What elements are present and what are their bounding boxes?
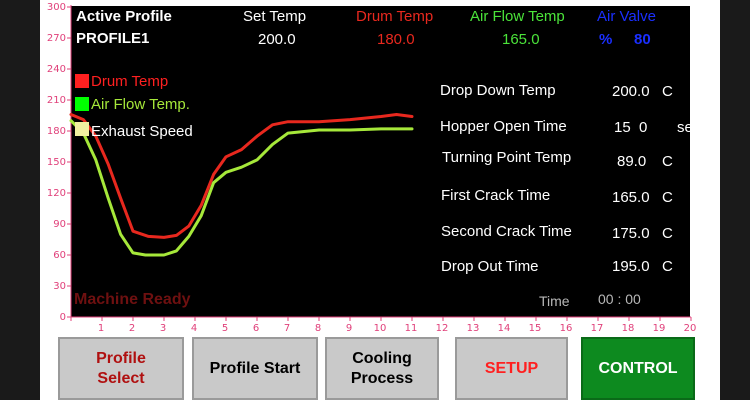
param-label: Turning Point Temp xyxy=(442,149,572,166)
x-tick-label: 2 xyxy=(128,323,136,334)
x-tick-label: 7 xyxy=(283,323,291,334)
y-tick-label: 240 xyxy=(46,64,66,75)
param-label: Second Crack Time xyxy=(441,223,572,240)
legend-swatch-airflow xyxy=(75,97,89,111)
legend-label-exhaust: Exhaust Speed xyxy=(91,123,193,140)
air-valve-label: Air Valve xyxy=(597,8,656,25)
control-button[interactable]: CONTROL xyxy=(581,337,695,400)
x-tick-label: 17 xyxy=(590,323,604,334)
param-unit: C xyxy=(662,83,673,100)
x-tick-label: 9 xyxy=(345,323,353,334)
param-label: First Crack Time xyxy=(441,187,551,204)
param-unit: C xyxy=(662,225,673,242)
chart-axes xyxy=(67,5,692,321)
setup-label: SETUP xyxy=(484,359,539,377)
set-temp-value: 200.0 xyxy=(258,31,296,48)
param-unit: se xyxy=(677,119,693,136)
active-profile-label: Active Profile xyxy=(76,8,172,25)
x-tick-label: 16 xyxy=(559,323,573,334)
y-tick-label: 0 xyxy=(59,312,66,323)
param-value: 175.0 xyxy=(612,225,650,242)
y-tick-label: 180 xyxy=(46,126,66,137)
param-unit: C xyxy=(662,258,673,275)
drum-temp-line xyxy=(69,113,414,239)
profile-select-label: Profile Select xyxy=(96,349,146,387)
param-value: 165.0 xyxy=(612,189,650,206)
param-label: Drop Out Time xyxy=(441,258,539,275)
legend-swatch-drum xyxy=(75,74,89,88)
x-tick-label: 4 xyxy=(190,323,198,334)
roast-screen xyxy=(71,6,690,317)
cooling-process-label: Cooling Process xyxy=(350,349,414,387)
setup-button[interactable]: SETUP xyxy=(455,337,568,400)
profile-start-button[interactable]: Profile Start xyxy=(192,337,318,400)
y-tick-label: 120 xyxy=(46,188,66,199)
x-tick-label: 1 xyxy=(97,323,105,334)
set-temp-label: Set Temp xyxy=(243,8,307,25)
x-tick-label: 20 xyxy=(683,323,697,334)
y-tick-label: 270 xyxy=(46,33,66,44)
air-flow-temp-value: 165.0 xyxy=(502,31,540,48)
x-tick-label: 15 xyxy=(528,323,542,334)
profile-start-label: Profile Start xyxy=(209,359,301,377)
legend-swatch-exhaust xyxy=(75,122,89,136)
legend-label-drum: Drum Temp xyxy=(91,73,169,90)
air-valve-value: 80 xyxy=(634,31,651,48)
x-tick-label: 3 xyxy=(159,323,167,334)
x-tick-label: 14 xyxy=(497,323,511,334)
time-value: 00 : 00 xyxy=(598,291,641,307)
active-profile-value: PROFILE1 xyxy=(76,30,150,47)
param-value: 89.0 xyxy=(617,153,647,170)
drum-temp-label: Drum Temp xyxy=(356,8,434,25)
y-tick-label: 300 xyxy=(46,2,66,13)
x-tick-label: 11 xyxy=(404,323,418,334)
air-valve-unit: % xyxy=(599,31,613,48)
param-value: 15 0 xyxy=(614,119,648,136)
y-tick-label: 60 xyxy=(53,250,66,261)
chart-series xyxy=(69,113,414,257)
x-tick-label: 5 xyxy=(221,323,229,334)
y-tick-label: 150 xyxy=(46,157,66,168)
drum-temp-value: 180.0 xyxy=(377,31,415,48)
x-tick-label: 10 xyxy=(373,323,387,334)
param-value: 200.0 xyxy=(612,83,650,100)
x-tick-label: 13 xyxy=(466,323,480,334)
param-unit: C xyxy=(662,153,673,170)
air-flow-temp-label: Air Flow Temp xyxy=(470,8,565,25)
x-tick-label: 18 xyxy=(621,323,635,334)
air-flow-temp-line xyxy=(69,119,414,257)
x-tick-label: 12 xyxy=(435,323,449,334)
y-tick-label: 30 xyxy=(53,281,66,292)
legend-label-airflow: Air Flow Temp. xyxy=(91,96,190,113)
param-label: Hopper Open Time xyxy=(440,118,567,135)
param-label: Drop Down Temp xyxy=(440,82,556,99)
param-unit: C xyxy=(662,189,673,206)
x-tick-label: 8 xyxy=(314,323,322,334)
y-tick-label: 210 xyxy=(46,95,66,106)
control-label: CONTROL xyxy=(598,359,678,377)
profile-select-button[interactable]: Profile Select xyxy=(58,337,184,400)
y-tick-label: 90 xyxy=(53,219,66,230)
cooling-process-button[interactable]: Cooling Process xyxy=(325,337,439,400)
machine-status: Machine Ready xyxy=(74,291,191,308)
param-value: 195.0 xyxy=(612,258,650,275)
time-label: Time xyxy=(539,293,570,309)
x-tick-label: 6 xyxy=(252,323,260,334)
x-tick-label: 19 xyxy=(652,323,666,334)
